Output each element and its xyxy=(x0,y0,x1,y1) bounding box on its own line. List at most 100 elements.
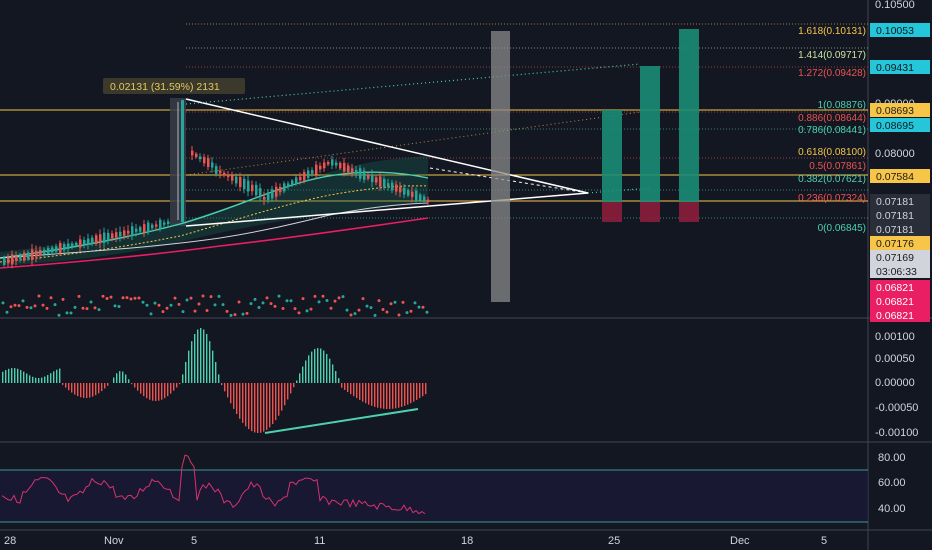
price-axis[interactable]: 0.10500 0.09000 0.08000 0.100530.094310.… xyxy=(870,0,930,322)
candle-body xyxy=(311,170,314,174)
candle-body xyxy=(359,168,362,179)
stop-bar-1[interactable] xyxy=(602,202,622,222)
volume-dot xyxy=(17,304,21,308)
volume-dot xyxy=(357,308,361,312)
candle-body xyxy=(79,239,82,248)
macd-bar xyxy=(26,373,28,383)
macd-bar xyxy=(320,348,322,383)
macd-bar xyxy=(161,383,163,400)
target-bar-1[interactable] xyxy=(602,110,622,202)
candle-body xyxy=(31,249,34,260)
volume-dot xyxy=(93,306,97,310)
triangle-lower-trendline[interactable] xyxy=(185,192,589,227)
macd-bar xyxy=(302,366,304,383)
volume-dot xyxy=(69,311,73,315)
volume-dot xyxy=(49,296,53,300)
macd-bar xyxy=(134,383,136,388)
candle-body xyxy=(339,162,342,169)
macd-bar xyxy=(278,383,280,416)
macd-bar xyxy=(146,383,148,399)
volume-dot xyxy=(209,295,213,299)
candle-body xyxy=(407,190,410,196)
macd-bar xyxy=(308,355,310,383)
price-tag-bg xyxy=(870,194,930,208)
candle-body xyxy=(287,183,290,187)
candle-body xyxy=(347,165,350,173)
price-tag: 0.09431 xyxy=(876,62,914,74)
volume-dot xyxy=(345,308,349,312)
candle-body xyxy=(11,254,14,265)
price-tag-bg xyxy=(870,208,930,222)
price-tag-bg xyxy=(870,280,930,294)
price-tick: 0.10500 xyxy=(875,0,915,11)
candle-body xyxy=(379,176,382,187)
macd-bar xyxy=(242,383,244,423)
fib-level-label: 0.5(0.07861) xyxy=(809,161,866,172)
time-range-highlight[interactable] xyxy=(491,31,510,302)
volume-dot xyxy=(309,307,313,311)
macd-bar xyxy=(86,383,88,398)
stop-bar-2[interactable] xyxy=(640,202,660,222)
macd-pane[interactable] xyxy=(2,328,427,434)
macd-bar xyxy=(323,350,325,383)
candle-body xyxy=(415,190,418,202)
macd-bar xyxy=(59,368,61,383)
volume-dot xyxy=(137,296,141,300)
volume-dot xyxy=(153,301,157,305)
candle-body xyxy=(355,169,358,175)
candle-body xyxy=(15,256,18,261)
volume-dot xyxy=(5,310,9,314)
macd-bar xyxy=(47,374,49,383)
time-axis[interactable]: 28 Nov 5 11 18 25 Dec 5 xyxy=(4,535,827,547)
macd-bar xyxy=(410,383,412,404)
volume-dot xyxy=(13,303,17,307)
macd-bar xyxy=(227,383,229,398)
macd-tick: -0.00050 xyxy=(875,402,918,414)
main-pane[interactable]: 1.618(0.10131) 1.414(0.09717) 1.272(0.0942… xyxy=(0,23,868,317)
candle-body xyxy=(55,246,58,252)
volume-dot xyxy=(285,299,289,303)
macd-axis[interactable]: 0.00100 0.00050 0.00000 -0.00050 -0.0010… xyxy=(875,331,918,439)
fib-level-label: 0.886(0.08644) xyxy=(798,113,866,124)
candle-body xyxy=(331,159,334,166)
volume-dot xyxy=(257,305,261,309)
rsi-pane[interactable] xyxy=(0,454,868,523)
macd-bar xyxy=(317,348,319,383)
volume-dot xyxy=(217,294,221,298)
macd-bar xyxy=(287,383,289,400)
volume-dot xyxy=(189,296,193,300)
macd-bar xyxy=(299,373,301,383)
volume-dot xyxy=(389,302,393,306)
time-label: 18 xyxy=(461,535,473,547)
candle-body xyxy=(83,240,86,245)
price-tag: 0.10053 xyxy=(876,25,914,37)
macd-bar xyxy=(35,377,37,383)
volume-dot xyxy=(1,301,5,305)
macd-bar xyxy=(149,383,151,400)
volume-dot xyxy=(205,308,209,312)
stop-bar-3[interactable] xyxy=(679,202,699,222)
macd-bar xyxy=(212,350,214,383)
volume-dot xyxy=(305,309,309,313)
candle-body xyxy=(127,230,130,234)
macd-bar xyxy=(65,383,67,388)
price-tags: 0.10053 0.09431 0.08693 0.08695 0.07584 0.071… xyxy=(870,23,930,322)
rsi-axis[interactable]: 80.00 60.00 40.00 xyxy=(878,452,906,515)
candle-body xyxy=(211,162,214,168)
target-bar-3[interactable] xyxy=(679,29,699,202)
macd-divergence-line[interactable] xyxy=(264,408,419,434)
volume-dot xyxy=(117,305,121,309)
target-bar-2[interactable] xyxy=(640,66,660,202)
candle-body xyxy=(139,227,142,232)
fib-level-label: 0.382(0.07621) xyxy=(798,174,866,185)
candle-body xyxy=(231,175,234,181)
price-tag: 0.07181 xyxy=(876,224,914,236)
fib-level-label: 0(0.06845) xyxy=(818,223,866,234)
volume-dot xyxy=(165,306,169,310)
macd-bar xyxy=(140,383,142,394)
triangle-upper-trendline[interactable] xyxy=(185,98,589,194)
macd-bar xyxy=(53,371,55,383)
candle-body xyxy=(39,249,42,256)
price-tag: 0.08693 xyxy=(876,105,914,117)
